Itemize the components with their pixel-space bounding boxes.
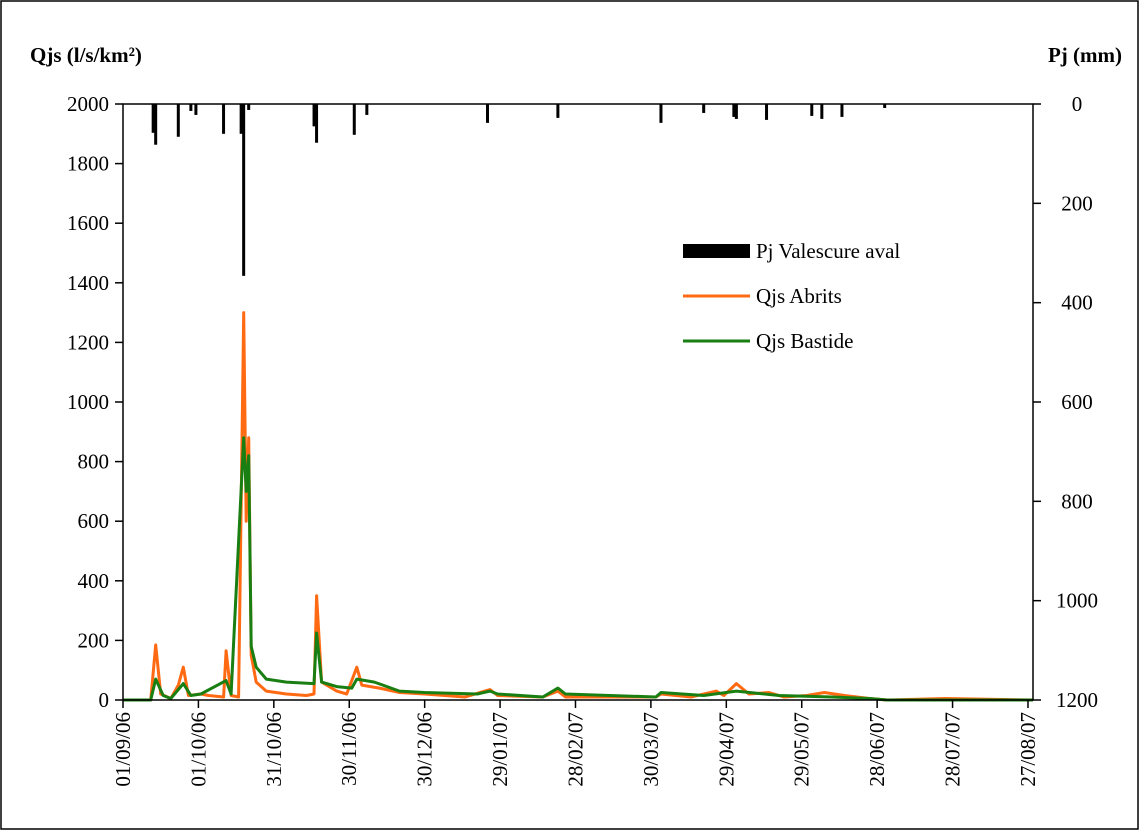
bar bbox=[315, 104, 319, 143]
y-tick-label: 600 bbox=[78, 509, 110, 533]
bar bbox=[732, 104, 736, 117]
x-tick-label: 29/04/07 bbox=[714, 712, 738, 787]
y2-tick-label: 600 bbox=[1061, 390, 1093, 414]
y-tick-label: 1600 bbox=[67, 211, 109, 235]
x-tick-label: 27/08/07 bbox=[1016, 712, 1040, 787]
bar bbox=[247, 104, 251, 110]
y-tick-label: 400 bbox=[78, 569, 110, 593]
y-tick-label: 1400 bbox=[67, 271, 109, 295]
bar bbox=[702, 104, 706, 113]
bar bbox=[352, 104, 356, 135]
x-tick-label: 01/10/06 bbox=[186, 712, 210, 787]
x-tick-label: 30/03/07 bbox=[639, 712, 663, 787]
legend-label: Qjs Bastide bbox=[756, 329, 853, 353]
x-tick-label: 01/09/06 bbox=[111, 712, 135, 787]
x-tick-label: 31/10/06 bbox=[262, 712, 286, 787]
bar bbox=[242, 104, 246, 276]
bar bbox=[820, 104, 824, 119]
y2-tick-label: 200 bbox=[1061, 191, 1093, 215]
bar bbox=[810, 104, 814, 116]
x-tick-label: 28/07/07 bbox=[941, 712, 965, 787]
bar bbox=[840, 104, 844, 117]
x-tick-label: 28/06/07 bbox=[865, 712, 889, 787]
legend-label: Pj Valescure aval bbox=[756, 239, 900, 263]
x-tick-label: 30/11/06 bbox=[337, 712, 361, 786]
y2-tick-label: 800 bbox=[1061, 489, 1093, 513]
bar bbox=[189, 104, 193, 111]
x-tick-label: 28/02/07 bbox=[563, 712, 587, 787]
bar bbox=[734, 104, 738, 119]
bar bbox=[194, 104, 198, 115]
y-tick-label: 1200 bbox=[67, 330, 109, 354]
bar bbox=[222, 104, 226, 134]
bar bbox=[365, 104, 369, 115]
bar bbox=[765, 104, 769, 120]
bar bbox=[154, 104, 158, 145]
x-tick-label: 30/12/06 bbox=[413, 712, 437, 787]
y2-axis-label: Pj (mm) bbox=[1048, 43, 1122, 67]
bar bbox=[486, 104, 490, 123]
x-tick-label: 29/05/07 bbox=[790, 712, 814, 787]
bar bbox=[239, 104, 243, 134]
y-tick-label: 0 bbox=[99, 688, 110, 712]
bar bbox=[151, 104, 155, 133]
y-tick-label: 2000 bbox=[67, 92, 109, 116]
bar bbox=[176, 104, 180, 137]
y-axis-label: Qjs (l/s/km²) bbox=[30, 43, 142, 67]
y-tick-label: 800 bbox=[78, 450, 110, 474]
bar bbox=[312, 104, 316, 127]
bar bbox=[556, 104, 560, 118]
legend-swatch bbox=[683, 244, 750, 258]
legend-label: Qjs Abrits bbox=[756, 284, 842, 308]
y2-tick-label: 400 bbox=[1061, 291, 1093, 315]
y-tick-label: 1800 bbox=[67, 152, 109, 176]
line bbox=[123, 311, 1034, 702]
y-tick-label: 200 bbox=[78, 628, 110, 652]
y2-tick-label: 1000 bbox=[1056, 589, 1098, 613]
y2-tick-label: 1200 bbox=[1056, 688, 1098, 712]
line bbox=[123, 436, 1033, 702]
y-tick-label: 1000 bbox=[67, 390, 109, 414]
x-tick-label: 29/01/07 bbox=[488, 712, 512, 787]
y2-tick-label: 0 bbox=[1072, 92, 1083, 116]
bar bbox=[883, 104, 887, 108]
bar bbox=[659, 104, 663, 123]
